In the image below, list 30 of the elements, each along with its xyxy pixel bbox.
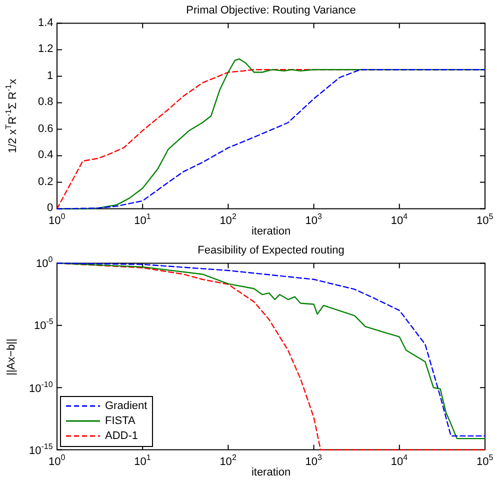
y-tick-label: 0.8 xyxy=(38,96,54,108)
y-tick-label: 10$^{0}$ xyxy=(36,255,53,270)
legend-label: ADD-1 xyxy=(105,430,138,442)
legend-label: Gradient xyxy=(105,400,148,412)
x-axis-title: iteration xyxy=(251,225,291,238)
y-tick-label: 10$^{-10}$ xyxy=(29,380,53,395)
y-tick-label: 0.4 xyxy=(38,149,54,162)
x-axis-title: iteration xyxy=(251,466,291,478)
chart-title: Feasibility of Expected routing xyxy=(198,244,344,257)
x-tick-label: 10$^{5}$ xyxy=(476,452,494,468)
x-tick-label: 10$^{5}$ xyxy=(476,212,494,227)
y-tick-label: 10$^{-15}$ xyxy=(29,442,53,457)
y-axis-title: ||Ax−b|| xyxy=(6,338,18,375)
x-tick-label: 10$^{2}$ xyxy=(220,452,236,468)
legend-label: FISTA xyxy=(105,415,136,428)
y-tick-label: 10$^{-5}$ xyxy=(34,317,54,332)
y-tick-label: 0 xyxy=(47,202,54,214)
y-tick-label: 1.4 xyxy=(38,16,54,29)
y-tick-label: 0.2 xyxy=(38,176,54,188)
x-tick-label: 10$^{3}$ xyxy=(305,452,322,468)
x-tick-label: 10$^{3}$ xyxy=(305,212,322,227)
y-tick-label: 1 xyxy=(47,70,54,82)
x-tick-label: 10$^{2}$ xyxy=(220,212,236,227)
x-tick-label: 10$^{1}$ xyxy=(134,452,151,468)
chart-title: Primal Objective: Routing Variance xyxy=(186,4,356,17)
y-tick-label: 1.2 xyxy=(38,43,54,56)
x-tick-label: 10$^{4}$ xyxy=(390,212,408,227)
y-tick-label: 0.6 xyxy=(38,122,54,135)
x-tick-label: 10$^{1}$ xyxy=(134,212,151,227)
x-tick-label: 10$^{4}$ xyxy=(390,452,408,468)
